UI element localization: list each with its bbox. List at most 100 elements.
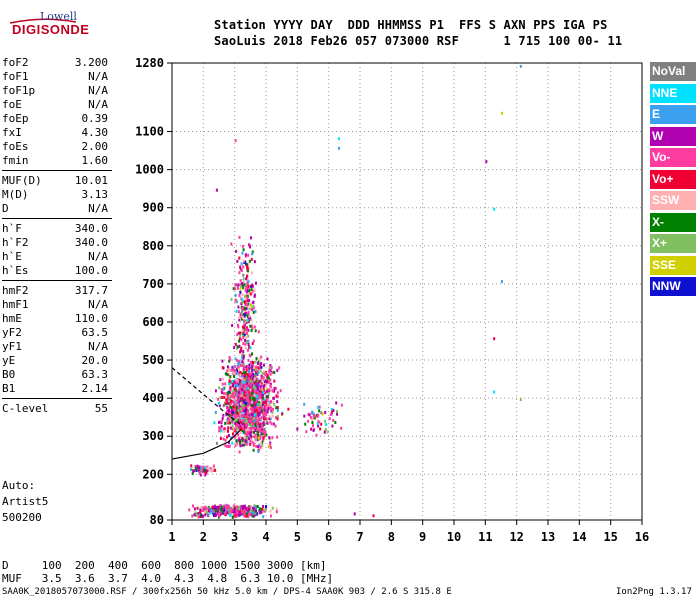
echo-point [239, 267, 242, 271]
echo-point [244, 371, 247, 375]
echo-point [227, 419, 230, 423]
echo-point [276, 391, 279, 395]
echo-point [234, 385, 237, 389]
echo-point [251, 392, 254, 396]
echo-point-outlier [501, 111, 503, 115]
echo-point [246, 265, 249, 269]
echo-point [246, 396, 249, 400]
echo-point [252, 416, 255, 420]
param-name: yF2 [2, 326, 22, 339]
echo-point [237, 400, 240, 404]
param-value: 0.39 [81, 112, 109, 125]
echo-point [231, 512, 234, 516]
echo-point [218, 404, 221, 408]
echo-point [234, 298, 237, 302]
echo-point [232, 389, 235, 393]
echo-point [229, 436, 232, 440]
echo-point [326, 430, 329, 434]
param-name: MUF(D) [2, 174, 42, 187]
echo-point [258, 413, 261, 417]
echo-point [242, 286, 245, 290]
echo-point [256, 386, 259, 390]
echo-point [248, 363, 251, 367]
echo-point [207, 506, 210, 510]
echo-point [256, 512, 259, 516]
echo-point [253, 413, 256, 417]
echo-point [231, 412, 234, 416]
echo-point [254, 427, 257, 431]
echo-point [199, 473, 202, 477]
echo-point [248, 403, 251, 407]
echo-point [270, 422, 273, 426]
echo-point [263, 422, 266, 426]
echo-point [266, 380, 269, 384]
legend-item-voplus: Vo+ [650, 169, 696, 189]
echo-point [259, 385, 262, 389]
echo-point [214, 468, 217, 472]
echo-point [257, 412, 260, 416]
echo-point [198, 466, 201, 470]
echo-point [258, 384, 261, 388]
echo-point [265, 505, 268, 509]
echo-point [243, 443, 246, 447]
echo-point [236, 438, 239, 442]
echo-point [262, 417, 265, 421]
echo-point [248, 369, 251, 373]
echo-point [224, 372, 227, 376]
echo-point [272, 407, 275, 411]
echo-point [262, 392, 265, 396]
echo-point [265, 383, 268, 387]
echo-point [249, 510, 252, 514]
echo-point [229, 385, 232, 389]
echo-point [242, 265, 245, 269]
echo-point [274, 424, 277, 428]
echo-point [249, 431, 252, 435]
echo-point [268, 414, 271, 418]
echo-point [251, 412, 254, 416]
echo-point [194, 465, 197, 469]
echo-point [227, 421, 230, 425]
echo-point [246, 381, 249, 385]
param-name: D [2, 202, 9, 215]
profile-extrapolation [171, 367, 242, 426]
echo-point [250, 324, 253, 328]
echo-point [296, 427, 299, 431]
echo-point [227, 510, 230, 514]
echo-point [240, 375, 243, 379]
echo-point [276, 406, 279, 410]
logo-digisonde-text: DIGISONDE [12, 22, 90, 37]
echo-point [241, 505, 244, 509]
echo-point [217, 509, 220, 513]
param-row: B1 2.14 [2, 382, 108, 396]
echo-point [258, 507, 261, 511]
param-row: B0 63.3 [2, 368, 108, 382]
echo-point [225, 410, 228, 414]
echo-point [237, 433, 240, 437]
echo-point [276, 395, 279, 399]
echo-point [251, 389, 254, 393]
echo-point [196, 464, 199, 468]
echo-point [239, 279, 242, 283]
echo-point [241, 332, 244, 336]
echo-point [241, 282, 244, 286]
echo-point [226, 365, 229, 369]
echo-point [194, 511, 197, 515]
echo-point [251, 368, 254, 372]
param-value: 63.5 [81, 326, 109, 339]
echo-point [260, 390, 263, 394]
echo-point [239, 371, 242, 375]
echo-point [236, 333, 239, 337]
echo-point [256, 373, 259, 377]
echo-point [250, 284, 253, 288]
echo-point [235, 372, 238, 376]
echo-point [247, 284, 250, 288]
echo-point [253, 430, 256, 434]
echo-point [332, 408, 335, 412]
header-line-1: Station YYYY DAY DDD HHMMSS P1 FFS S AXN… [214, 18, 608, 32]
echo-point [251, 284, 254, 288]
echo-point [202, 465, 205, 469]
echo-point [212, 513, 215, 517]
echo-point [234, 513, 237, 517]
echo-point [233, 428, 236, 432]
echo-point [238, 344, 241, 348]
